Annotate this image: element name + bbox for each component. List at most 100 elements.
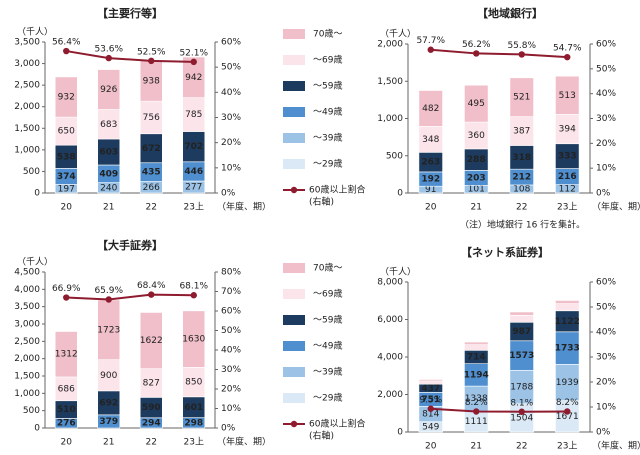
legend-marker bbox=[290, 186, 298, 194]
data-label: 192 bbox=[421, 175, 440, 185]
x-tick-label: 20 bbox=[61, 438, 73, 448]
y2-tick-label: 0% bbox=[596, 428, 611, 438]
data-label: 601 bbox=[184, 403, 203, 413]
data-label: 1338 bbox=[465, 394, 488, 404]
y2-tick-label: 0% bbox=[596, 189, 611, 199]
line-label: 52.1% bbox=[179, 48, 208, 58]
line-label: 56.4% bbox=[52, 38, 81, 48]
data-label: 702 bbox=[184, 142, 203, 152]
y2-tick-label: 0% bbox=[221, 189, 236, 199]
legend-swatch bbox=[283, 263, 305, 273]
y-tick-label: 6,000 bbox=[377, 315, 403, 325]
bar-segment bbox=[464, 84, 489, 123]
line-point bbox=[564, 53, 571, 61]
data-label: 240 bbox=[100, 183, 117, 193]
data-label: 1630 bbox=[182, 335, 205, 345]
x-axis-label: （年度、期） bbox=[592, 440, 640, 452]
line-label: 8.2% bbox=[465, 398, 488, 408]
y-tick-label: 3,000 bbox=[14, 59, 40, 69]
data-label: 1671 bbox=[556, 412, 579, 422]
x-tick-label: 22 bbox=[516, 442, 527, 452]
data-label: 318 bbox=[512, 153, 531, 163]
y-tick-label: 3,000 bbox=[14, 320, 40, 330]
line-point bbox=[518, 408, 525, 415]
data-label: 1723 bbox=[97, 325, 120, 335]
y2-tick-label: 10% bbox=[596, 164, 616, 174]
y-tick-label: 500 bbox=[386, 151, 403, 161]
y2-tick-label: 80% bbox=[221, 268, 241, 278]
data-label: 1111 bbox=[465, 417, 488, 427]
line-label: 53.6% bbox=[94, 45, 123, 55]
y-tick-label: 500 bbox=[23, 167, 40, 177]
y2-tick-label: 40% bbox=[221, 346, 241, 356]
y-tick-label: 4,000 bbox=[377, 353, 403, 363]
line-point bbox=[63, 294, 70, 301]
bar-segment bbox=[139, 312, 163, 369]
data-label: 101 bbox=[468, 185, 485, 195]
bar-segment bbox=[182, 56, 206, 98]
x-axis-label: （年度、期） bbox=[217, 201, 271, 213]
y2-tick-label: 70% bbox=[221, 287, 241, 297]
y2-tick-label: 50% bbox=[596, 64, 616, 74]
data-label: 1504 bbox=[510, 413, 533, 423]
line-label: 56.2% bbox=[462, 40, 491, 50]
line-label: 57.7% bbox=[416, 36, 445, 46]
bar-segment bbox=[182, 310, 206, 368]
bar-segment bbox=[509, 315, 534, 323]
legend-marker bbox=[290, 420, 298, 428]
line-point bbox=[148, 291, 155, 298]
y-tick-label: 2,500 bbox=[14, 81, 40, 91]
y2-tick-label: 60% bbox=[221, 38, 241, 48]
data-label: 549 bbox=[422, 422, 439, 432]
y2-tick-label: 60% bbox=[221, 307, 241, 317]
line-point bbox=[473, 408, 480, 415]
legend-label: ～29歳 bbox=[313, 392, 342, 404]
legend-label: ～29歳 bbox=[313, 158, 342, 170]
line-label: 66.9% bbox=[52, 284, 81, 294]
line-series bbox=[430, 48, 568, 59]
x-tick-label: 22 bbox=[146, 438, 157, 448]
legend-label: ～59歳 bbox=[313, 314, 342, 326]
legend-label: ～49歳 bbox=[313, 340, 342, 352]
data-label: 374 bbox=[57, 172, 76, 182]
y-tick-label: 1,500 bbox=[14, 372, 40, 382]
x-tick-label: 23上 bbox=[184, 202, 204, 213]
data-label: 298 bbox=[184, 418, 203, 428]
legend-swatch bbox=[283, 367, 305, 377]
data-label: 510 bbox=[57, 405, 76, 415]
data-label: 1194 bbox=[464, 370, 489, 380]
y2-tick-label: 50% bbox=[221, 326, 241, 336]
bar-segment bbox=[509, 311, 534, 316]
data-label: 1312 bbox=[55, 350, 78, 360]
line-point bbox=[190, 58, 197, 66]
data-label: 1788 bbox=[510, 383, 533, 393]
data-label: 692 bbox=[99, 398, 118, 408]
y-axis-label: （千人） bbox=[380, 29, 416, 40]
x-tick-label: 20 bbox=[425, 442, 437, 452]
note: （注）地域銀行 16 行を集計。 bbox=[460, 219, 585, 231]
chart-title: 【地域銀行】 bbox=[477, 6, 543, 20]
data-label: 590 bbox=[142, 403, 161, 413]
bar-segment bbox=[555, 75, 580, 115]
legend-swatch bbox=[283, 315, 305, 325]
line-point bbox=[427, 46, 434, 53]
y-tick-label: 1,000 bbox=[377, 114, 403, 124]
data-label: 756 bbox=[143, 113, 160, 123]
x-tick-label: 20 bbox=[425, 203, 437, 213]
data-label: 900 bbox=[100, 371, 117, 381]
line-point bbox=[63, 47, 70, 55]
data-label: 91 bbox=[425, 185, 436, 195]
data-label: 348 bbox=[422, 135, 439, 145]
data-label: 814 bbox=[422, 410, 439, 420]
data-label: 1573 bbox=[509, 351, 534, 361]
data-label: 987 bbox=[512, 327, 531, 337]
y-axis-label: （千人） bbox=[17, 27, 53, 38]
data-label: 197 bbox=[58, 184, 75, 194]
y2-tick-label: 60% bbox=[596, 278, 616, 288]
x-tick-label: 20 bbox=[61, 203, 73, 213]
legend-label: ～49歳 bbox=[313, 106, 342, 118]
x-tick-label: 21 bbox=[103, 438, 114, 448]
y-tick-label: 8,000 bbox=[377, 278, 403, 288]
data-label: 379 bbox=[99, 417, 118, 427]
